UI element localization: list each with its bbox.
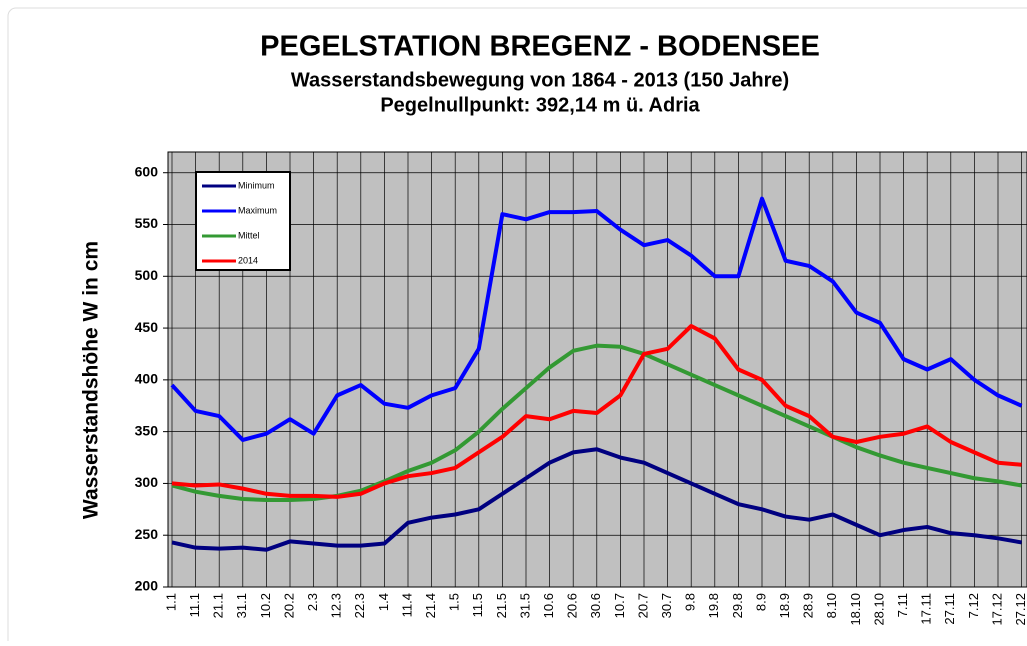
x-tick-label: 21.1 (211, 593, 226, 618)
x-tick-label: 10.6 (541, 593, 556, 618)
y-tick-label: 200 (135, 578, 159, 594)
legend-label: Minimum (238, 180, 275, 190)
x-tick-label: 31.5 (517, 593, 532, 618)
x-tick-label: 10.7 (612, 593, 627, 618)
x-tick-label: 20.7 (635, 593, 650, 618)
x-tick-label: 18.10 (848, 593, 863, 626)
y-tick-label: 550 (135, 215, 159, 231)
x-tick-label: 31.1 (234, 593, 249, 618)
legend-label: Maximum (238, 205, 277, 215)
x-tick-label: 21.4 (423, 593, 438, 618)
line-series (171, 447, 1022, 552)
x-tick-label: 22.3 (352, 593, 367, 618)
y-tick-label: 400 (135, 371, 159, 387)
line-series (171, 343, 1022, 502)
y-axis-label: Wasserstandshöhe W in cm (80, 241, 103, 519)
legend-label: 2014 (238, 255, 258, 265)
x-tick-label: 11.1 (187, 593, 202, 617)
x-tick-label: 29.8 (730, 593, 745, 618)
x-tick-label: 8.10 (824, 593, 839, 618)
x-tick-label: 11.4 (399, 593, 414, 617)
legend-label: Mittel (238, 230, 260, 240)
y-tick-label: 350 (135, 422, 159, 438)
x-tick-label: 18.9 (777, 593, 792, 618)
x-tick-label: 17.11 (919, 593, 934, 625)
x-tick-label: 17.12 (989, 593, 1004, 626)
x-tick-label: 9.8 (683, 593, 698, 611)
line-series (171, 324, 1022, 499)
x-tick-label: 28.9 (801, 593, 816, 618)
x-tick-label: 19.8 (706, 593, 721, 618)
x-tick-label: 30.7 (659, 593, 674, 618)
x-tick-label: 10.2 (258, 593, 273, 618)
x-tick-label: 12.3 (329, 593, 344, 618)
legend (195, 171, 291, 271)
x-tick-label: 1.1 (163, 593, 178, 611)
chart-subtitle: Wasserstandsbewegung von 1864 - 2013 (15… (291, 69, 789, 91)
x-tick-label: 1.4 (376, 593, 391, 611)
x-tick-label: 8.9 (753, 593, 768, 611)
x-tick-label: 30.6 (588, 593, 603, 618)
chart-title: PEGELSTATION BREGENZ - BODENSEE (260, 31, 820, 63)
x-tick-label: 21.5 (494, 593, 509, 618)
y-tick-label: 500 (135, 267, 159, 283)
y-tick-label: 600 (135, 163, 159, 179)
x-tick-label: 7.12 (966, 593, 981, 618)
x-tick-label: 27.12 (1013, 593, 1027, 626)
y-tick-label: 300 (135, 474, 159, 490)
x-tick-label: 7.11 (895, 593, 910, 617)
x-tick-label: 2.3 (305, 593, 320, 611)
y-tick-label: 250 (135, 526, 159, 542)
x-tick-label: 11.5 (470, 593, 485, 617)
x-tick-label: 28.10 (871, 593, 886, 626)
x-tick-label: 1.5 (447, 593, 462, 611)
plot-area (167, 151, 1027, 588)
y-tick-label: 450 (135, 319, 159, 335)
x-tick-label: 20.6 (565, 593, 580, 618)
x-tick-label: 20.2 (281, 593, 296, 618)
x-tick-label: 27.11 (942, 593, 957, 625)
chart-subtitle: Pegelnullpunkt: 392,14 m ü. Adria (380, 94, 700, 116)
line-series (170, 196, 1023, 442)
